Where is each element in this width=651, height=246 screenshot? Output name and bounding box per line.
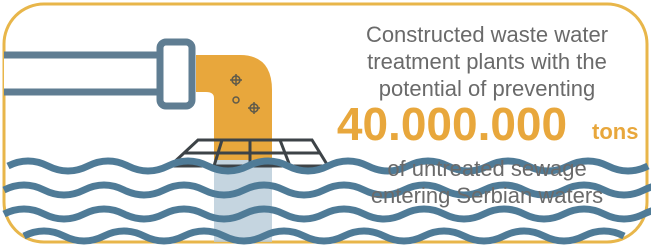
unit: tons [592,119,638,144]
intro-line: Constructed waste water [366,22,608,47]
outro-line: entering Serbian waters [371,183,603,208]
intro-line: treatment plants with the [367,49,607,74]
infographic: Constructed waste watertreatment plants … [0,0,651,246]
big-number: 40.000.000 [337,98,567,150]
outro-line: of untreated sewage [387,156,586,181]
pipe [4,55,170,92]
pipe-flange [160,42,192,106]
intro-line: potential of preventing [379,76,596,101]
